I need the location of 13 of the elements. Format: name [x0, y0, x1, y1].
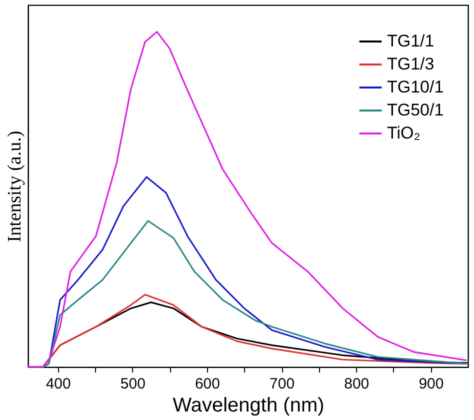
- y-axis-title: Intensity (a.u.): [4, 130, 26, 242]
- legend-label: TG1/3: [387, 54, 434, 74]
- x-tick-label: 800: [344, 376, 370, 392]
- x-tick-label: 500: [120, 376, 146, 392]
- legend-label: TG50/1: [387, 100, 444, 120]
- x-tick-label: 400: [46, 376, 71, 392]
- x-axis-title: Wavelength (nm): [172, 394, 324, 416]
- x-tick-label: 600: [194, 376, 220, 392]
- x-tick-label: 900: [418, 376, 444, 392]
- legend-label: TiO₂: [387, 124, 420, 142]
- x-tick-label: 700: [270, 376, 295, 392]
- legend-label: TG1/1: [387, 32, 434, 50]
- legend-label: TG10/1: [387, 78, 444, 96]
